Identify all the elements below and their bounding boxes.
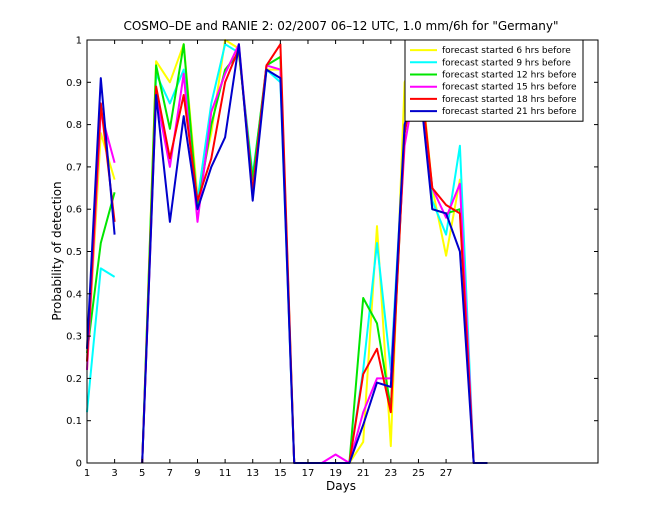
series-line xyxy=(86,192,116,354)
chart-title: COSMO–DE and RANIE 2: 02/2007 06–12 UTC,… xyxy=(123,19,558,33)
legend-label: forecast started 9 hrs before xyxy=(442,58,571,68)
legend-box xyxy=(404,39,584,122)
x-tick-label: 1 xyxy=(84,468,90,479)
y-tick-label: 0.2 xyxy=(66,374,82,385)
y-axis-label: Probability of detection xyxy=(50,181,64,320)
x-tick-label: 27 xyxy=(440,468,453,479)
y-tick-label: 0.6 xyxy=(66,205,82,216)
x-tick-label: 21 xyxy=(357,468,370,479)
x-tick-label: 13 xyxy=(246,468,259,479)
x-tick-label: 15 xyxy=(274,468,287,479)
legend-item: forecast started 21 hrs before xyxy=(410,107,577,117)
y-tick-label: 1 xyxy=(76,36,82,47)
legend: forecast started 6 hrs before forecast st… xyxy=(404,39,584,122)
legend-label: forecast started 21 hrs before xyxy=(442,107,577,117)
y-tick-label: 0 xyxy=(76,459,82,470)
x-tick-label: 9 xyxy=(194,468,200,479)
y-tick-label: 0.4 xyxy=(66,289,82,300)
legend-item: forecast started 12 hrs before xyxy=(410,71,577,81)
axes-layer: 1 3 5 7 9 11 13 15 17 19 21 23 25 2700.10.20.30.40.50… xyxy=(66,36,598,479)
series-line xyxy=(86,77,116,349)
y-tick-label: 0.1 xyxy=(66,416,82,427)
y-tick-label: 0.3 xyxy=(66,332,82,343)
series-line xyxy=(86,267,116,413)
x-axis-label: Days xyxy=(326,479,356,493)
legend-label: forecast started 12 hrs before xyxy=(442,71,577,81)
x-tick-label: 5 xyxy=(139,468,145,479)
legend-label: forecast started 6 hrs before xyxy=(442,46,571,56)
legend-item: forecast started 18 hrs before xyxy=(410,95,577,105)
y-tick-label: 0.9 xyxy=(66,78,82,89)
x-tick-label: 23 xyxy=(384,468,397,479)
x-tick-label: 17 xyxy=(302,468,315,479)
legend-item: forecast started 9 hrs before xyxy=(410,58,571,68)
legend-label: forecast started 18 hrs before xyxy=(442,95,577,105)
x-tick-label: 3 xyxy=(111,468,117,479)
legend-item: forecast started 15 hrs before xyxy=(410,83,577,93)
y-tick-label: 0.5 xyxy=(66,247,82,258)
x-tick-label: 7 xyxy=(167,468,173,479)
legend-item: forecast started 6 hrs before xyxy=(410,46,571,56)
x-tick-label: 11 xyxy=(219,468,232,479)
x-tick-label: 25 xyxy=(412,468,425,479)
y-tick-label: 0.7 xyxy=(66,162,82,173)
x-tick-label: 19 xyxy=(329,468,342,479)
legend-label: forecast started 15 hrs before xyxy=(442,83,577,93)
y-tick-label: 0.8 xyxy=(66,120,82,131)
